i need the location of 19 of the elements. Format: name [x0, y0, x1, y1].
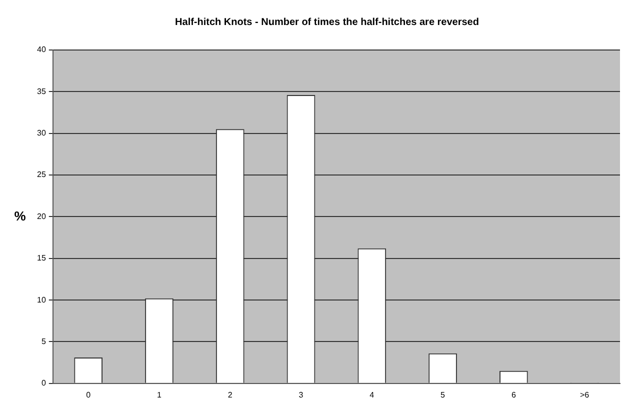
y-tick-label: 35 — [36, 86, 46, 96]
chart-title: Half-hitch Knots - Number of times the half-hitches are reversed — [175, 16, 479, 28]
y-tick-label: 30 — [36, 128, 46, 138]
y-tick-label: 20 — [36, 212, 46, 221]
x-tick-label: 5 — [440, 390, 446, 400]
x-tick-label: 0 — [86, 390, 92, 400]
y-tick-label: 5 — [41, 336, 46, 346]
y-tick-label: 10 — [36, 295, 46, 304]
x-tick-label: 4 — [370, 390, 375, 400]
y-tick-label: 25 — [36, 170, 46, 180]
x-tick-label: 3 — [298, 390, 304, 400]
x-tick-label: 2 — [228, 390, 233, 400]
x-tick-label: 6 — [511, 390, 516, 400]
y-axis-title: % — [14, 208, 26, 224]
x-tick-label: >6 — [580, 390, 590, 400]
y-tick-label: 0 — [41, 378, 46, 388]
y-tick-label: 40 — [36, 45, 46, 54]
y-tick-label: 15 — [36, 254, 46, 263]
x-tick-label: 1 — [157, 390, 162, 400]
